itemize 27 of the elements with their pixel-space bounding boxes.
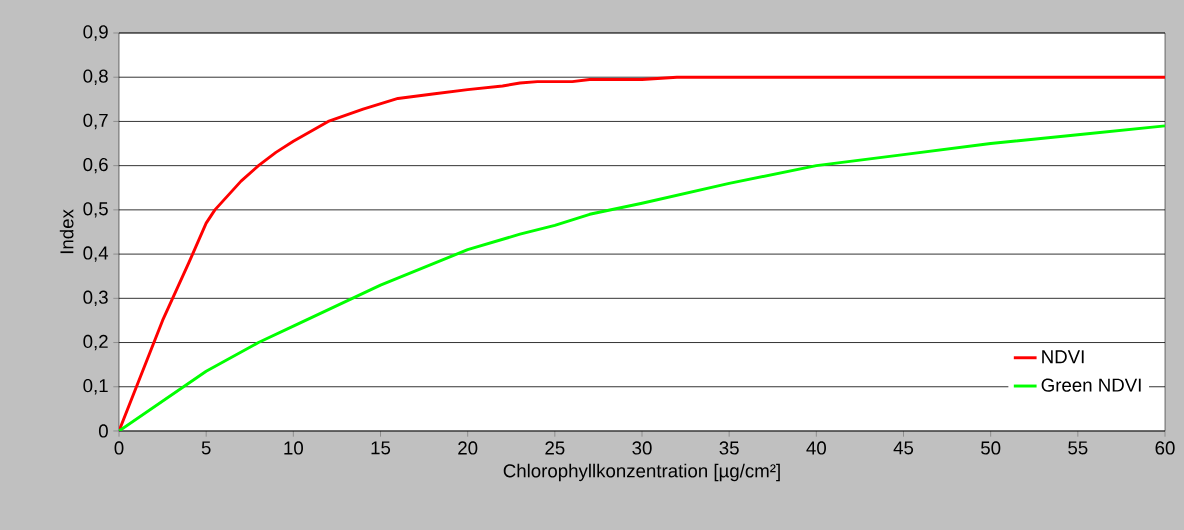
y-tick-label: 0,9 xyxy=(83,25,108,41)
legend-label: Green NDVI xyxy=(1041,378,1141,392)
y-tick-label: 0,8 xyxy=(83,69,108,85)
x-tick-label: 45 xyxy=(893,441,914,455)
x-tick-label: 35 xyxy=(719,441,739,455)
y-tick-label: 0,2 xyxy=(83,334,108,351)
y-axis-title: Index xyxy=(59,209,74,254)
legend-label: NDVI xyxy=(1042,350,1084,364)
y-tick-label: 0,5 xyxy=(83,202,108,218)
x-axis-title: Chlorophyllkonzentration [µg/cm²] xyxy=(503,463,780,482)
y-tick-label: 0,7 xyxy=(83,113,108,130)
y-tick-label: 0,6 xyxy=(83,157,108,174)
x-tick-label: 15 xyxy=(371,441,391,455)
x-tick-label: 50 xyxy=(981,441,1001,455)
x-tick-label: 20 xyxy=(458,441,478,455)
x-tick-label: 25 xyxy=(545,441,565,455)
x-tick-label: 30 xyxy=(632,441,652,455)
x-tick-label: 60 xyxy=(1155,441,1175,455)
x-tick-label: 55 xyxy=(1068,441,1088,455)
y-tick-label: 0 xyxy=(98,424,108,438)
x-tick-label: 5 xyxy=(201,441,211,455)
x-tick-label: 40 xyxy=(806,441,826,455)
x-tick-label: 0 xyxy=(114,441,124,455)
x-tick-label: 10 xyxy=(284,441,303,455)
y-tick-label: 0,3 xyxy=(83,290,108,307)
y-tick-label: 0,4 xyxy=(83,246,109,262)
y-tick-label: 0,1 xyxy=(83,379,108,395)
